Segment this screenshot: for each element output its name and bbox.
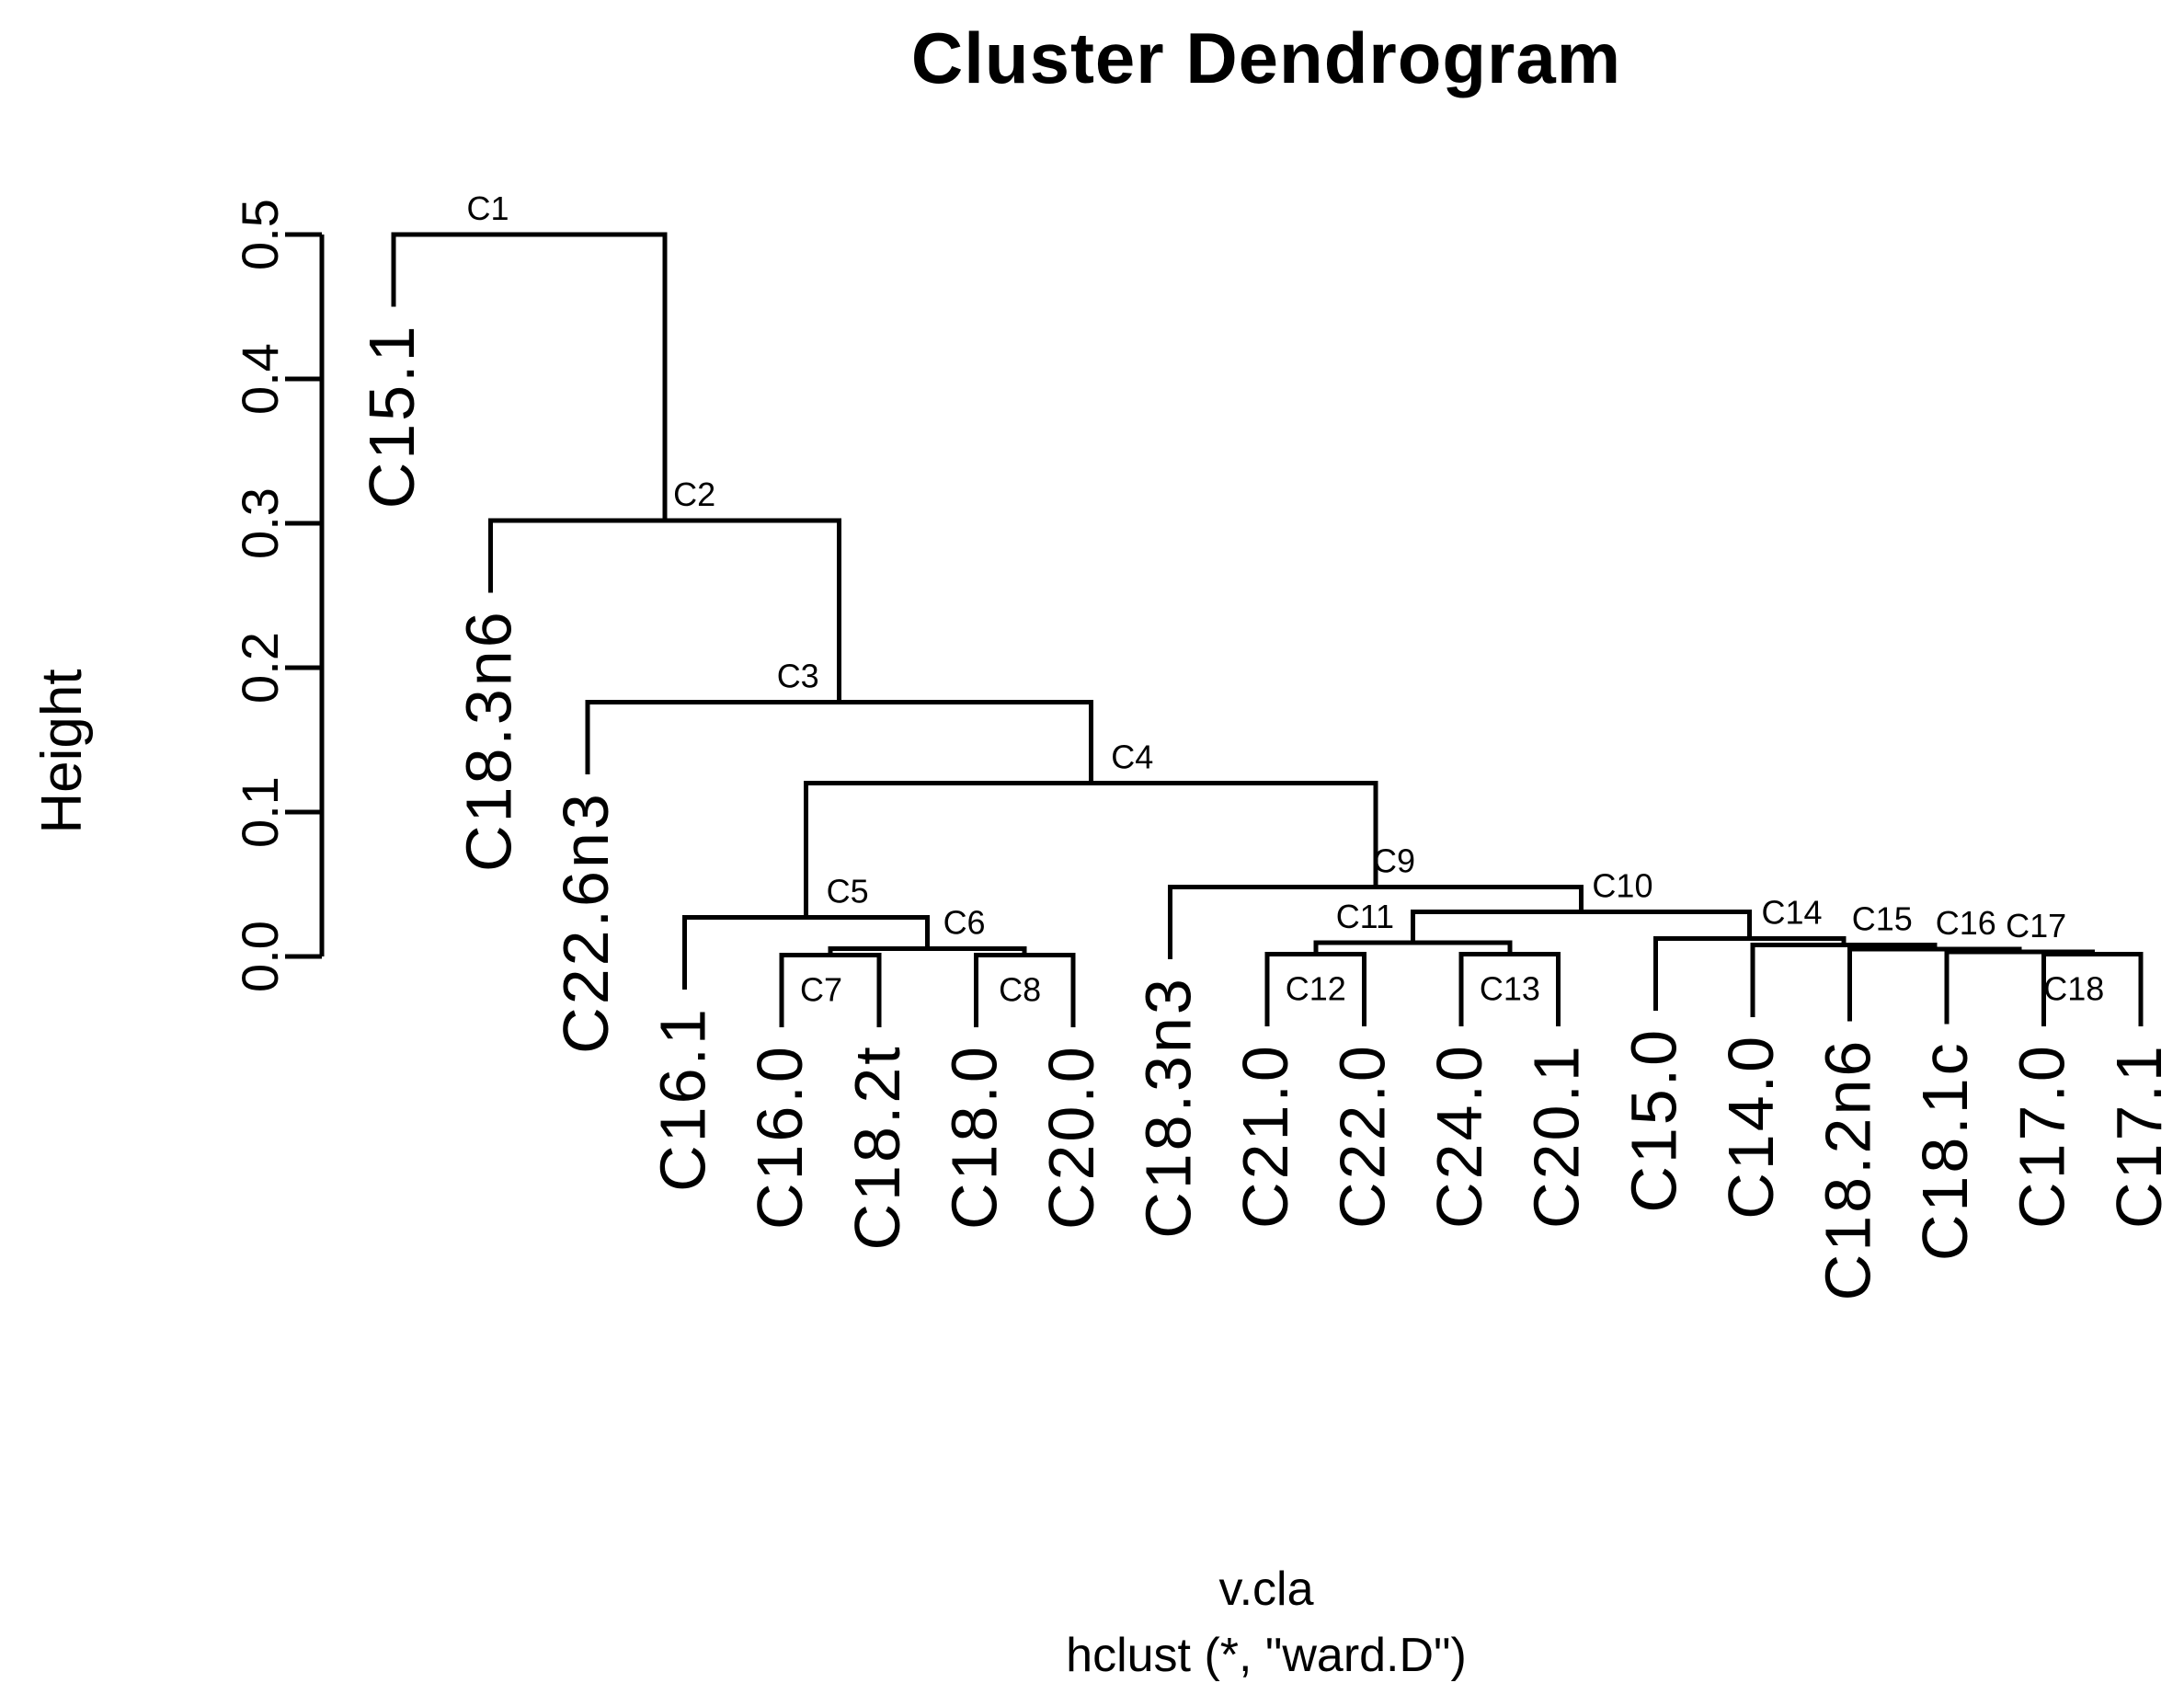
leaf-label-C17.0: C17.0 — [2007, 1043, 2078, 1229]
node-label-C13: C13 — [1480, 970, 1540, 1008]
node-label-C2: C2 — [673, 475, 715, 513]
leaf-label-C18.2t: C18.2t — [841, 1044, 913, 1250]
leaf-label-C20.1: C20.1 — [1521, 1043, 1593, 1229]
node-label-C3: C3 — [777, 658, 819, 695]
y-tick-label-0.5: 0.5 — [231, 199, 289, 270]
y-tick-label-0.4: 0.4 — [231, 343, 289, 415]
leaf-label-C17.1: C17.1 — [2103, 1043, 2175, 1229]
y-tick-label-0.3: 0.3 — [231, 487, 289, 559]
node-label-C15: C15 — [1852, 899, 1913, 937]
node-label-C16: C16 — [1936, 904, 1996, 942]
leaf-label-C21.0: C21.0 — [1229, 1043, 1301, 1229]
node-label-C17: C17 — [2006, 907, 2066, 945]
node-label-C6: C6 — [943, 903, 986, 941]
node-label-C8: C8 — [999, 971, 1041, 1009]
hclust-subtitle: hclust (*, "ward.D") — [1066, 1629, 1467, 1682]
chart-title: Cluster Dendrogram — [910, 17, 1622, 98]
y-tick-label-0.0: 0.0 — [231, 921, 289, 992]
leaf-label-C24.0: C24.0 — [1424, 1043, 1495, 1229]
leaf-label-C16.1: C16.1 — [647, 1006, 719, 1192]
y-tick-label-0.2: 0.2 — [231, 632, 289, 704]
leaf-label-C22.6n3: C22.6n3 — [550, 791, 622, 1054]
node-label-C9: C9 — [1373, 842, 1415, 880]
leaf-label-C15.1: C15.1 — [356, 324, 428, 510]
node-label-C1: C1 — [467, 189, 509, 227]
node-label-C14: C14 — [1762, 893, 1823, 931]
leaf-label-C18.0: C18.0 — [938, 1044, 1010, 1230]
node-label-C18: C18 — [2043, 970, 2104, 1008]
leaf-label-C18.1c: C18.1c — [1909, 1040, 1981, 1261]
y-axis-title: Height — [30, 669, 94, 834]
leaf-label-C14.0: C14.0 — [1715, 1034, 1787, 1219]
node-label-C4: C4 — [1111, 739, 1153, 776]
leaf-label-C15.0: C15.0 — [1618, 1027, 1689, 1213]
node-label-C7: C7 — [800, 971, 842, 1009]
node-label-C11: C11 — [1336, 898, 1394, 935]
leaf-label-C18.3n3: C18.3n3 — [1132, 976, 1204, 1239]
node-label-C10: C10 — [1592, 866, 1652, 904]
leaf-label-C16.0: C16.0 — [744, 1044, 816, 1230]
leaf-label-C22.0: C22.0 — [1327, 1043, 1399, 1229]
x-axis-label: v.cla — [1218, 1563, 1314, 1616]
node-label-C5: C5 — [827, 873, 869, 910]
leaf-label-C18.2n6: C18.2n6 — [1812, 1038, 1883, 1301]
y-tick-label-0.1: 0.1 — [231, 776, 289, 848]
leaf-label-C20.0: C20.0 — [1035, 1044, 1107, 1230]
leaf-label-C18.3n6: C18.3n6 — [453, 609, 525, 872]
node-label-C12: C12 — [1286, 970, 1346, 1008]
